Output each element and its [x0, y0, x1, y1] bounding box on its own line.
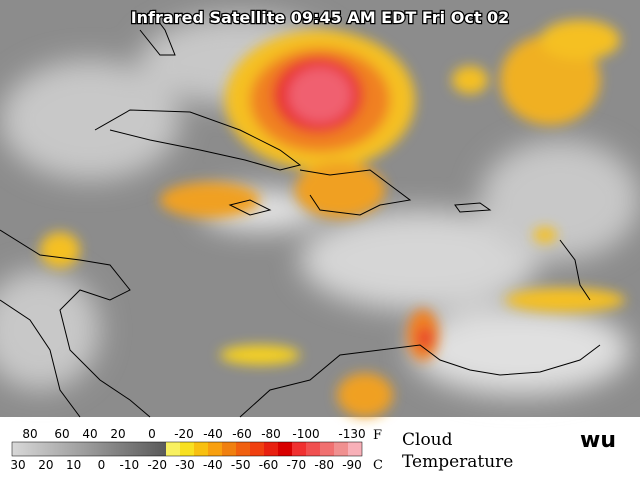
fahrenheit-tick: 60 — [54, 427, 69, 441]
celsius-tick: 0 — [98, 458, 106, 472]
celsius-tick: 20 — [38, 458, 53, 472]
caption-line-1: Cloud — [402, 430, 453, 450]
celsius-tick: -30 — [175, 458, 195, 472]
celsius-tick: -10 — [120, 458, 140, 472]
logo-text: wu — [580, 428, 616, 453]
celsius-tick: -20 — [147, 458, 167, 472]
fahrenheit-tick: -130 — [338, 427, 365, 441]
fahrenheit-tick: -60 — [232, 427, 252, 441]
celsius-tick: -90 — [342, 458, 362, 472]
legend: 80 60 40 20 0 -20 -40 -60 -80 -100 -130 F 30 20 10 0-… — [10, 427, 513, 473]
fahrenheit-tick: -100 — [292, 427, 319, 441]
color-bar — [11, 441, 363, 457]
satellite-image — [0, 0, 640, 418]
title: Infrared Satellite 09:45 AM EDT Fri Oct … — [131, 8, 510, 27]
fahrenheit-tick: 0 — [148, 427, 156, 441]
unit-f: F — [373, 428, 382, 443]
celsius-tick: -80 — [314, 458, 334, 472]
celsius-tick: -50 — [231, 458, 251, 472]
caption-line-2: Temperature — [402, 452, 513, 472]
fahrenheit-tick: 40 — [82, 427, 97, 441]
logo: wu — [574, 425, 624, 453]
fahrenheit-tick: -40 — [203, 427, 223, 441]
fahrenheit-tick: -20 — [174, 427, 194, 441]
fahrenheit-tick: 20 — [110, 427, 125, 441]
celsius-tick: 30 — [10, 458, 25, 472]
celsius-tick: 10 — [66, 458, 81, 472]
fahrenheit-tick: 80 — [22, 427, 37, 441]
celsius-tick: -70 — [287, 458, 307, 472]
celsius-tick: -40 — [203, 458, 223, 472]
unit-c: C — [373, 458, 383, 473]
fahrenheit-tick: -80 — [261, 427, 281, 441]
celsius-tick: -60 — [259, 458, 279, 472]
